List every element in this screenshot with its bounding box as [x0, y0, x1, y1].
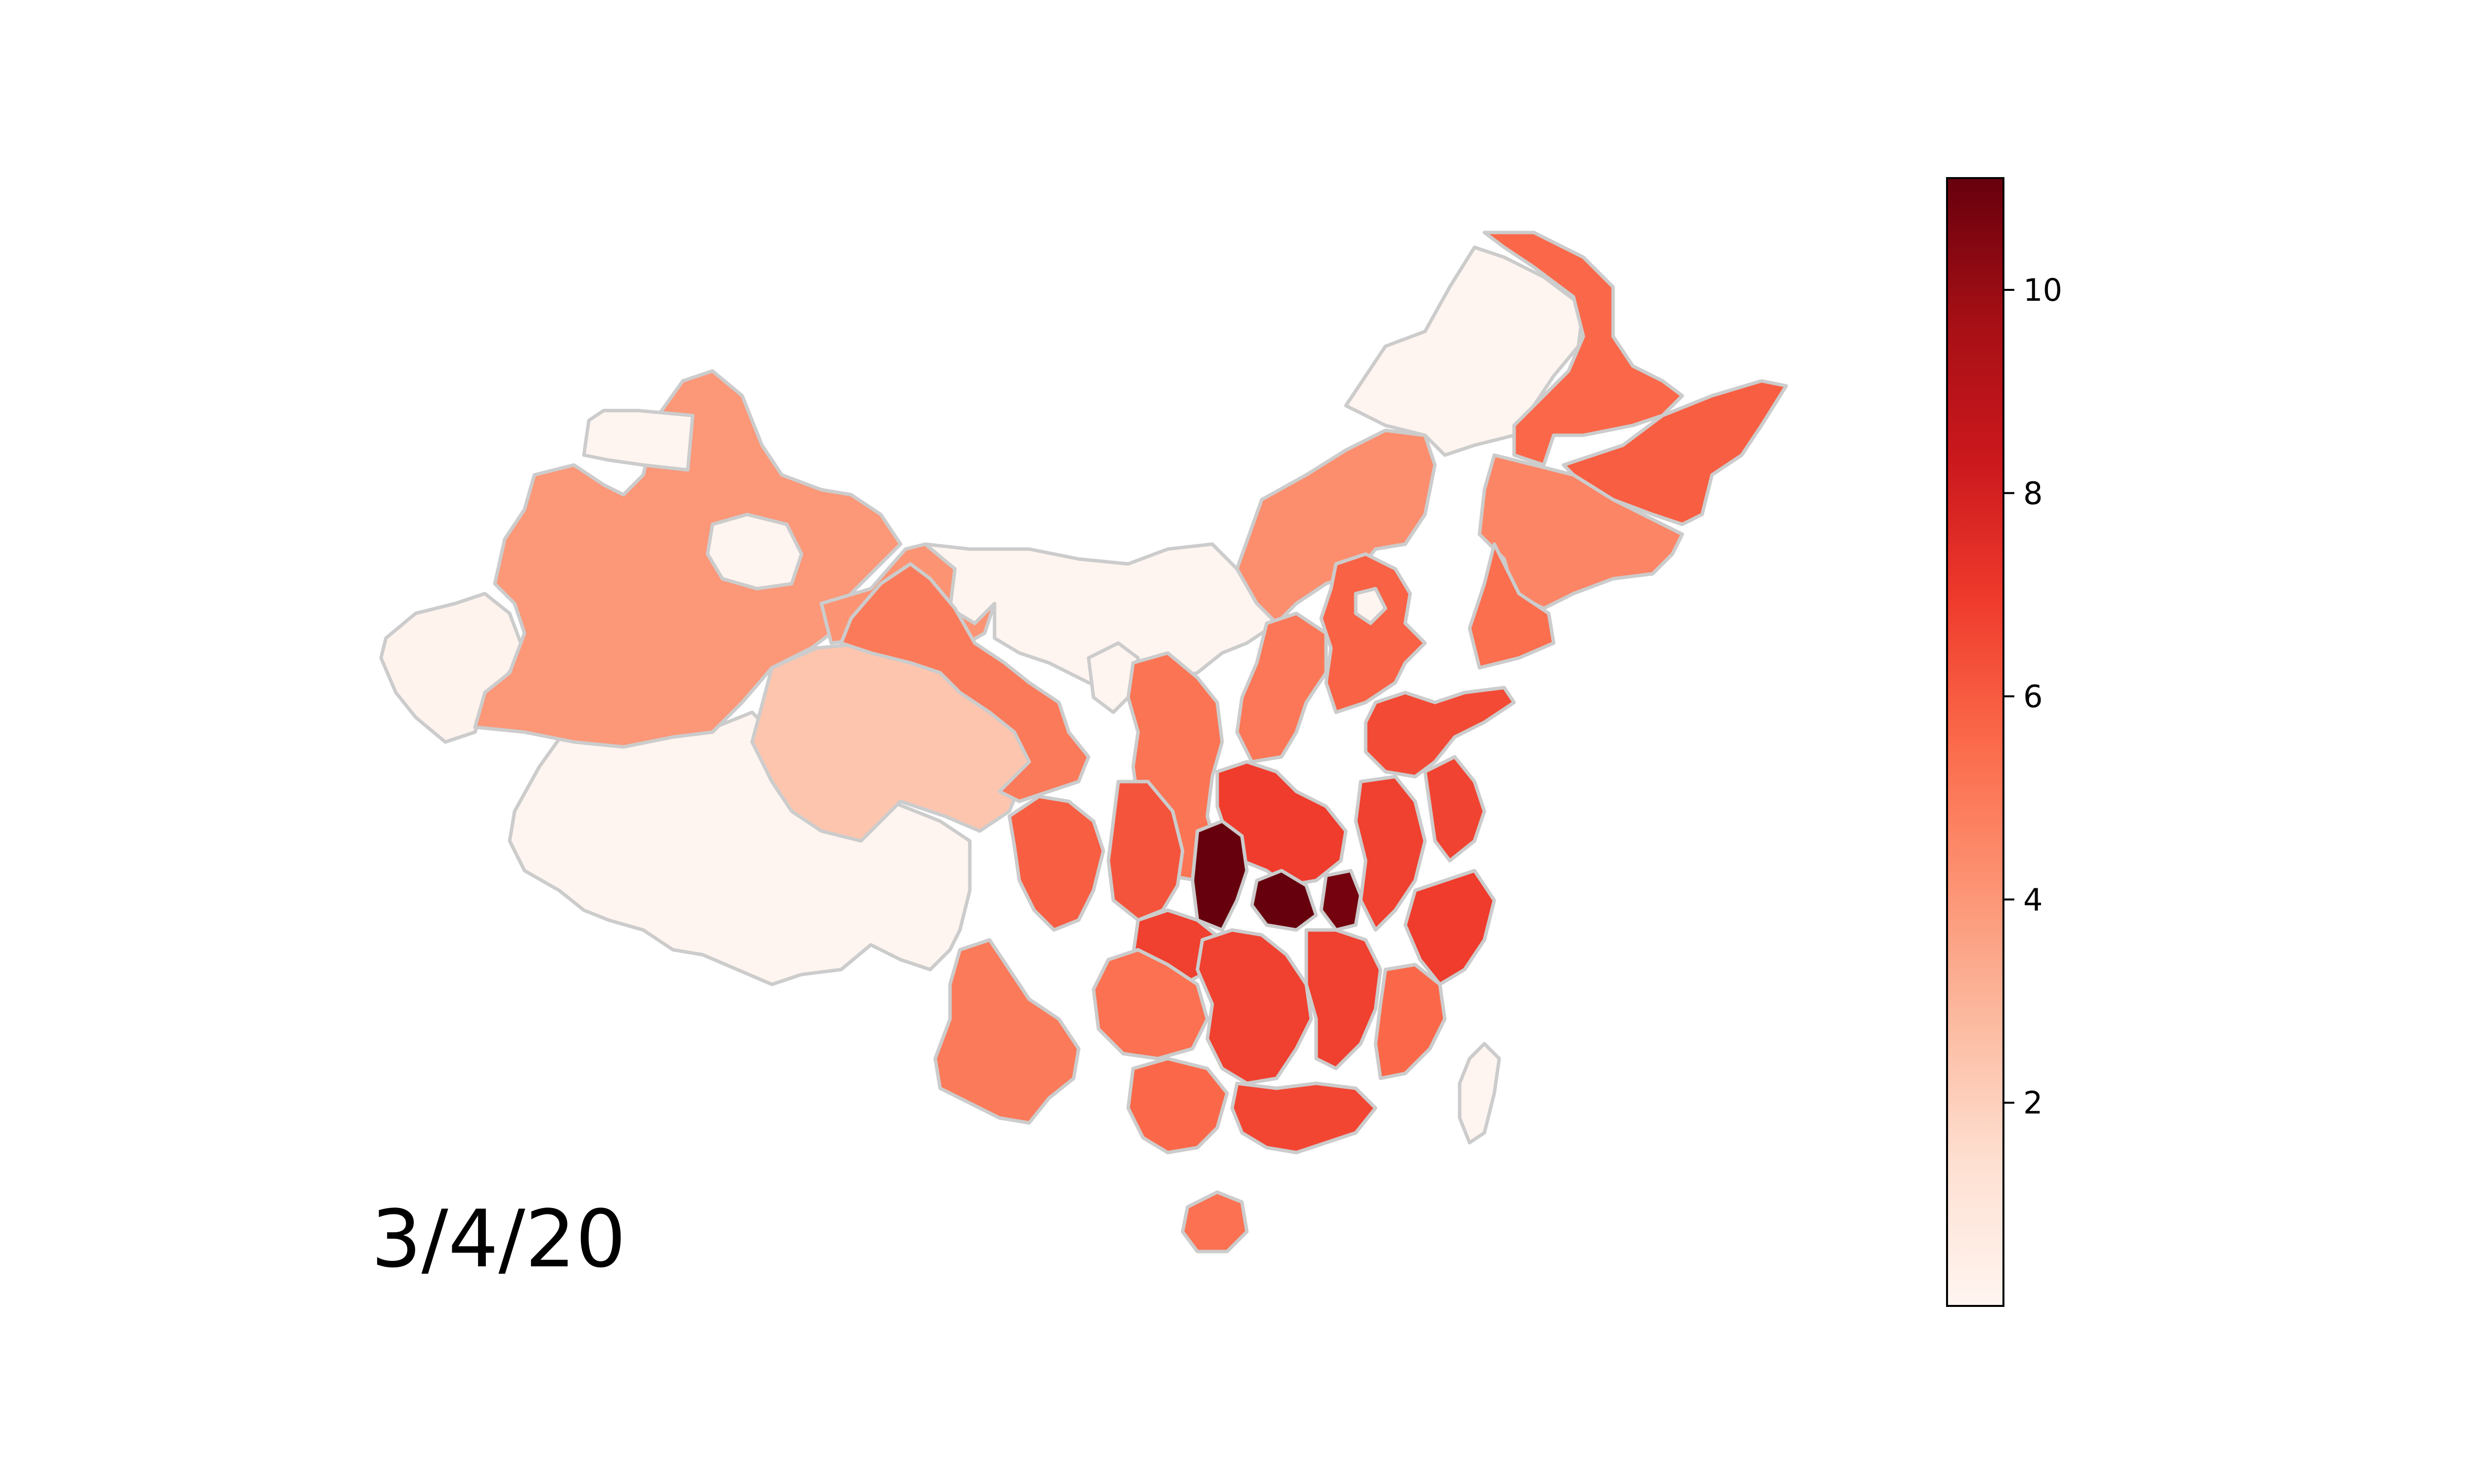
- region-taiwan: [1458, 1042, 1501, 1145]
- region-hubei-east: [1319, 869, 1363, 932]
- region-zhejiang: [1403, 869, 1496, 986]
- region-jiangxi: [1304, 928, 1382, 1070]
- date-label: 3/4/20: [371, 1193, 626, 1285]
- region-hubei-west: [1190, 819, 1249, 932]
- region-hunan: [1195, 928, 1313, 1085]
- colorbar-tick-label: 2: [2023, 1085, 2043, 1121]
- region-shandong: [1364, 686, 1516, 779]
- region-shanxi: [1235, 611, 1328, 764]
- region-xinjiang-north: [582, 409, 695, 472]
- region-guangxi: [1126, 1057, 1229, 1155]
- colorbar: 2 4 6 8 10: [1946, 177, 2062, 1307]
- region-jiangsu: [1423, 755, 1486, 863]
- region-fujian: [1374, 963, 1447, 1080]
- region-guizhou: [1092, 948, 1209, 1061]
- colorbar-tick-label: 4: [2023, 881, 2043, 918]
- china-map: [379, 231, 1788, 1253]
- colorbar-ticks: 2 4 6 8 10: [2003, 272, 2062, 1121]
- region-heilongjiang-northwest: [1344, 245, 1585, 457]
- region-gansu: [839, 562, 1091, 803]
- region-hainan: [1181, 1190, 1249, 1253]
- region-inner-mongolia-east: [1235, 428, 1437, 625]
- region-beijing: [1354, 587, 1387, 625]
- region-hebei: [1319, 552, 1427, 714]
- region-sichuan-west: [1007, 794, 1105, 932]
- region-anhui: [1354, 775, 1427, 932]
- colorbar-tick-label: 8: [2023, 475, 2043, 511]
- region-tibet: [508, 710, 972, 986]
- region-hubei-central: [1250, 869, 1318, 932]
- region-guangdong: [1230, 1081, 1378, 1155]
- colorbar-gradient: [1946, 177, 2004, 1307]
- region-jilin: [1477, 453, 1684, 610]
- region-liaoning: [1468, 542, 1556, 670]
- region-heilongjiang-north: [1482, 231, 1684, 467]
- region-inner-mongolia-central: [923, 542, 1279, 695]
- colorbar-tick-label: 10: [2023, 272, 2062, 308]
- region-yunnan: [933, 938, 1081, 1125]
- region-xinjiang-enclave: [706, 512, 804, 591]
- colorbar-tick-label: 6: [2023, 679, 2043, 715]
